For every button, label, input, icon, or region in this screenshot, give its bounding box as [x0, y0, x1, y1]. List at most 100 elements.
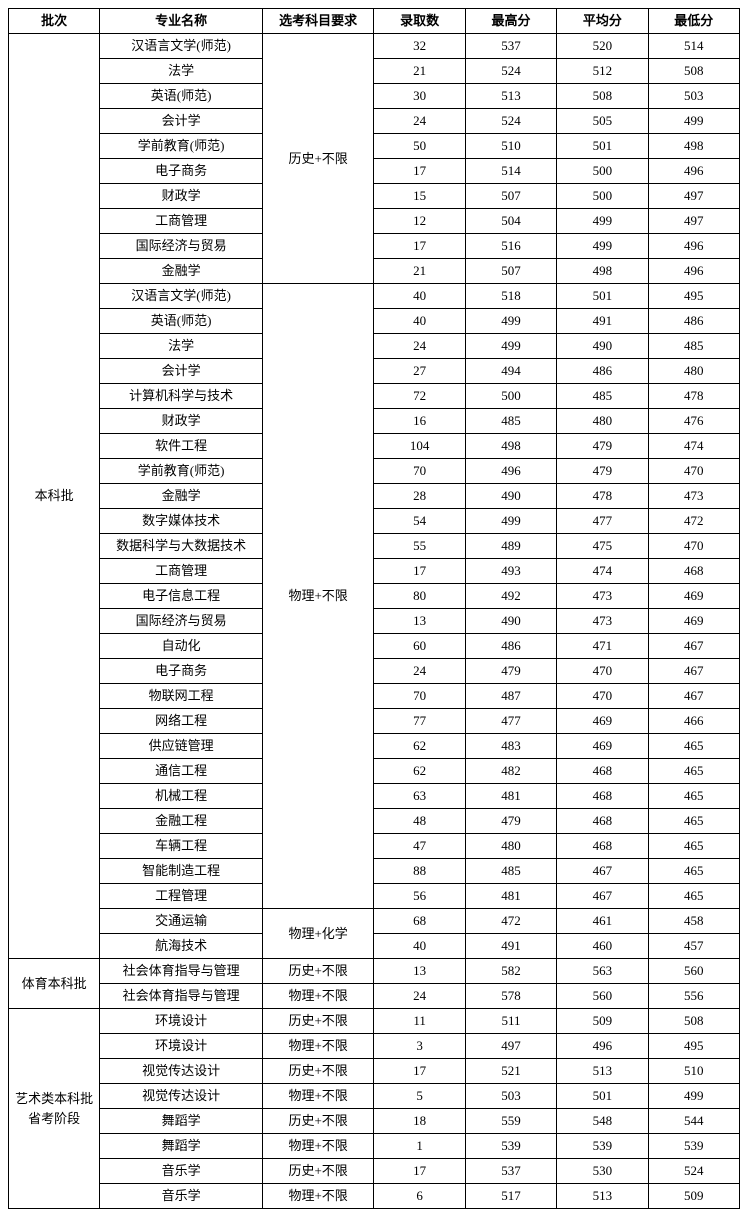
- admit-cell: 17: [374, 559, 465, 584]
- max-cell: 489: [465, 534, 556, 559]
- max-cell: 503: [465, 1084, 556, 1109]
- subject-cell: 物理+不限: [262, 984, 374, 1009]
- min-cell: 465: [648, 809, 739, 834]
- min-cell: 473: [648, 484, 739, 509]
- admit-cell: 18: [374, 1109, 465, 1134]
- major-cell: 会计学: [100, 359, 262, 384]
- admission-score-table: 批次 专业名称 选考科目要求 录取数 最高分 平均分 最低分 本科批汉语言文学(…: [8, 8, 740, 1209]
- max-cell: 499: [465, 334, 556, 359]
- min-cell: 480: [648, 359, 739, 384]
- avg-cell: 513: [557, 1059, 648, 1084]
- min-cell: 539: [648, 1134, 739, 1159]
- admit-cell: 47: [374, 834, 465, 859]
- avg-cell: 486: [557, 359, 648, 384]
- avg-cell: 460: [557, 934, 648, 959]
- major-cell: 机械工程: [100, 784, 262, 809]
- table-row: 计算机科学与技术72500485478: [9, 384, 740, 409]
- max-cell: 499: [465, 309, 556, 334]
- table-row: 国际经济与贸易13490473469: [9, 609, 740, 634]
- table-row: 汉语言文学(师范)物理+不限40518501495: [9, 284, 740, 309]
- max-cell: 514: [465, 159, 556, 184]
- table-row: 学前教育(师范)70496479470: [9, 459, 740, 484]
- avg-cell: 505: [557, 109, 648, 134]
- major-cell: 电子商务: [100, 659, 262, 684]
- subject-cell: 物理+不限: [262, 1034, 374, 1059]
- max-cell: 490: [465, 609, 556, 634]
- avg-cell: 473: [557, 609, 648, 634]
- major-cell: 舞蹈学: [100, 1134, 262, 1159]
- max-cell: 578: [465, 984, 556, 1009]
- avg-cell: 501: [557, 1084, 648, 1109]
- min-cell: 467: [648, 684, 739, 709]
- avg-cell: 461: [557, 909, 648, 934]
- table-row: 财政学15507500497: [9, 184, 740, 209]
- table-row: 艺术类本科批省考阶段环境设计历史+不限11511509508: [9, 1009, 740, 1034]
- max-cell: 491: [465, 934, 556, 959]
- avg-cell: 509: [557, 1009, 648, 1034]
- avg-cell: 520: [557, 34, 648, 59]
- major-cell: 英语(师范): [100, 84, 262, 109]
- table-row: 工商管理17493474468: [9, 559, 740, 584]
- admit-cell: 21: [374, 59, 465, 84]
- min-cell: 496: [648, 234, 739, 259]
- table-row: 物联网工程70487470467: [9, 684, 740, 709]
- avg-cell: 501: [557, 134, 648, 159]
- avg-cell: 512: [557, 59, 648, 84]
- min-cell: 465: [648, 859, 739, 884]
- max-cell: 513: [465, 84, 556, 109]
- max-cell: 507: [465, 184, 556, 209]
- avg-cell: 513: [557, 1184, 648, 1209]
- admit-cell: 88: [374, 859, 465, 884]
- major-cell: 金融学: [100, 259, 262, 284]
- admit-cell: 48: [374, 809, 465, 834]
- major-cell: 电子商务: [100, 159, 262, 184]
- admit-cell: 63: [374, 784, 465, 809]
- table-row: 舞蹈学历史+不限18559548544: [9, 1109, 740, 1134]
- max-cell: 481: [465, 784, 556, 809]
- min-cell: 465: [648, 784, 739, 809]
- table-row: 车辆工程47480468465: [9, 834, 740, 859]
- table-row: 本科批汉语言文学(师范)历史+不限32537520514: [9, 34, 740, 59]
- table-row: 法学24499490485: [9, 334, 740, 359]
- avg-cell: 468: [557, 784, 648, 809]
- max-cell: 504: [465, 209, 556, 234]
- min-cell: 468: [648, 559, 739, 584]
- admit-cell: 62: [374, 734, 465, 759]
- table-row: 英语(师范)30513508503: [9, 84, 740, 109]
- admit-cell: 17: [374, 1159, 465, 1184]
- admit-cell: 56: [374, 884, 465, 909]
- major-cell: 金融工程: [100, 809, 262, 834]
- admit-cell: 3: [374, 1034, 465, 1059]
- avg-cell: 468: [557, 834, 648, 859]
- max-cell: 516: [465, 234, 556, 259]
- admit-cell: 70: [374, 684, 465, 709]
- table-row: 通信工程62482468465: [9, 759, 740, 784]
- table-row: 音乐学历史+不限17537530524: [9, 1159, 740, 1184]
- avg-cell: 508: [557, 84, 648, 109]
- max-cell: 485: [465, 859, 556, 884]
- table-row: 音乐学物理+不限6517513509: [9, 1184, 740, 1209]
- major-cell: 法学: [100, 334, 262, 359]
- major-cell: 财政学: [100, 409, 262, 434]
- avg-cell: 563: [557, 959, 648, 984]
- avg-cell: 475: [557, 534, 648, 559]
- max-cell: 539: [465, 1134, 556, 1159]
- min-cell: 508: [648, 59, 739, 84]
- max-cell: 477: [465, 709, 556, 734]
- major-cell: 自动化: [100, 634, 262, 659]
- table-row: 视觉传达设计物理+不限5503501499: [9, 1084, 740, 1109]
- table-row: 电子信息工程80492473469: [9, 584, 740, 609]
- major-cell: 环境设计: [100, 1034, 262, 1059]
- admit-cell: 27: [374, 359, 465, 384]
- max-cell: 500: [465, 384, 556, 409]
- admit-cell: 40: [374, 309, 465, 334]
- major-cell: 英语(师范): [100, 309, 262, 334]
- avg-cell: 539: [557, 1134, 648, 1159]
- admit-cell: 80: [374, 584, 465, 609]
- avg-cell: 500: [557, 159, 648, 184]
- admit-cell: 21: [374, 259, 465, 284]
- avg-cell: 471: [557, 634, 648, 659]
- subject-cell: 历史+不限: [262, 1159, 374, 1184]
- avg-cell: 501: [557, 284, 648, 309]
- major-cell: 社会体育指导与管理: [100, 959, 262, 984]
